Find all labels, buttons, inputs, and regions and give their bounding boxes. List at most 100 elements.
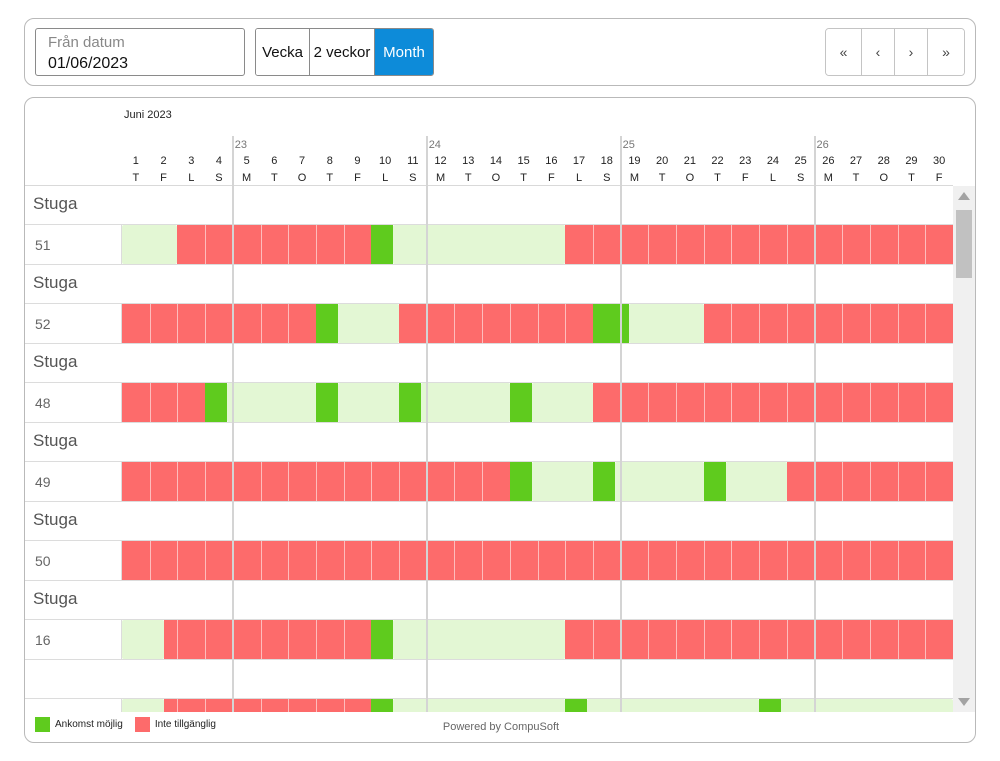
availability-block-green[interactable] (315, 383, 339, 422)
availability-block-light[interactable] (615, 462, 704, 501)
unit-group-label: Stuga (33, 194, 78, 213)
availability-block-light[interactable] (393, 225, 566, 264)
from-date-field[interactable]: Från datum 01/06/2023 (35, 28, 245, 76)
day-separator (371, 462, 373, 501)
unit-group-label: Stuga (33, 589, 78, 608)
unit-name[interactable]: 51 (35, 237, 51, 253)
first-period-button[interactable]: « (826, 29, 862, 75)
view-week-button[interactable]: Vecka (256, 29, 310, 75)
availability-block-light[interactable] (781, 699, 953, 712)
header-divider (25, 185, 953, 186)
availability-block-green[interactable] (703, 462, 726, 501)
availability-block-red[interactable] (399, 304, 593, 343)
availability-block-green[interactable] (509, 383, 532, 422)
day-separator (177, 383, 179, 422)
vertical-scrollbar[interactable] (953, 186, 975, 712)
availability-block-light[interactable] (338, 304, 399, 343)
availability-block-green[interactable] (371, 225, 394, 264)
availability-block-light[interactable] (531, 383, 593, 422)
unit-name[interactable]: 49 (35, 474, 51, 490)
availability-block-light[interactable] (122, 620, 164, 659)
availability-block-green[interactable] (565, 699, 588, 712)
day-number: 1 (132, 155, 139, 167)
scroll-down-arrow-icon[interactable] (958, 698, 970, 706)
availability-block-red[interactable] (703, 304, 953, 343)
availability-block-green[interactable] (509, 462, 532, 501)
weekday-letter: S (215, 172, 223, 184)
availability-block-red[interactable] (122, 304, 316, 343)
availability-block-red[interactable] (163, 699, 372, 712)
day-separator (786, 620, 788, 659)
availability-block-light[interactable] (393, 620, 566, 659)
availability-block-green[interactable] (371, 699, 394, 712)
availability-block-light[interactable] (122, 699, 164, 712)
from-date-value[interactable]: 01/06/2023 (48, 55, 129, 72)
availability-block-light[interactable] (338, 383, 399, 422)
availability-block-light[interactable] (421, 383, 510, 422)
availability-block-red[interactable] (122, 383, 206, 422)
day-separator (482, 462, 484, 501)
unit-name[interactable]: 52 (35, 316, 51, 332)
unit-name[interactable]: 50 (35, 553, 51, 569)
availability-block-green[interactable] (592, 462, 616, 501)
row-divider (25, 224, 953, 225)
availability-block-light[interactable] (122, 225, 178, 264)
availability-block-light[interactable] (587, 699, 760, 712)
unit-name[interactable]: 16 (35, 632, 51, 648)
availability-block-green[interactable] (759, 699, 782, 712)
day-separator (786, 225, 788, 264)
availability-block-green[interactable] (371, 620, 394, 659)
last-period-button[interactable]: » (928, 29, 964, 75)
availability-block-green[interactable] (399, 383, 422, 422)
unit-name[interactable]: 48 (35, 395, 51, 411)
scroll-up-arrow-icon[interactable] (958, 192, 970, 200)
availability-block-green[interactable] (315, 304, 339, 343)
day-number: 22 (711, 155, 724, 167)
legend: Ankomst möjlig Inte tillgänglig (35, 717, 228, 732)
day-separator (565, 304, 567, 343)
day-separator (897, 304, 899, 343)
availability-block-light[interactable] (393, 699, 566, 712)
day-separator (565, 541, 567, 580)
weekday-letter: F (547, 172, 555, 184)
view-month-button[interactable]: Month (375, 29, 433, 75)
weekday-letter: M (435, 172, 446, 184)
availability-block-red[interactable] (163, 620, 372, 659)
day-separator (343, 225, 345, 264)
availability-block-green[interactable] (205, 383, 228, 422)
availability-block-light[interactable] (531, 462, 593, 501)
legend-item-arrival: Ankomst möjlig (35, 717, 123, 732)
scrollbar-thumb[interactable] (956, 210, 972, 278)
availability-block-red[interactable] (565, 225, 953, 264)
chevron-right-icon: › (908, 44, 914, 60)
availability-calendar: Juni 2023 1 T 2 F 3 L 4 S 5 M 6 T 7 O 8 T 9 F 10 L 11 S 12 M 13 T… (25, 98, 975, 712)
row-label-divider (121, 383, 122, 423)
view-switcher: Vecka 2 veckor Month (255, 28, 434, 76)
availability-block-light[interactable] (628, 304, 704, 343)
day-separator (315, 699, 317, 712)
weekday-letter: T (270, 172, 278, 184)
weekday-letter: M (629, 172, 640, 184)
availability-block-red[interactable] (592, 383, 953, 422)
availability-block-red[interactable] (565, 620, 953, 659)
day-separator (842, 462, 844, 501)
weekday-letter: T (326, 172, 334, 184)
next-period-button[interactable]: › (895, 29, 928, 75)
month-label: Juni 2023 (124, 109, 172, 121)
day-number: 30 (933, 155, 946, 167)
view-2-weeks-button[interactable]: 2 veckor (310, 29, 375, 75)
chevron-left-icon: ‹ (875, 44, 881, 60)
availability-block-light[interactable] (227, 383, 316, 422)
day-separator (315, 541, 317, 580)
day-separator (731, 541, 733, 580)
availability-block-green[interactable] (592, 304, 629, 343)
availability-block-light[interactable] (725, 462, 787, 501)
week-separator (619, 136, 622, 712)
day-separator (703, 620, 705, 659)
day-separator (842, 541, 844, 580)
previous-period-button[interactable]: ‹ (862, 29, 895, 75)
day-separator (842, 304, 844, 343)
availability-block-red[interactable] (177, 225, 372, 264)
weekday-letter: T (658, 172, 666, 184)
day-number: 28 (877, 155, 890, 167)
